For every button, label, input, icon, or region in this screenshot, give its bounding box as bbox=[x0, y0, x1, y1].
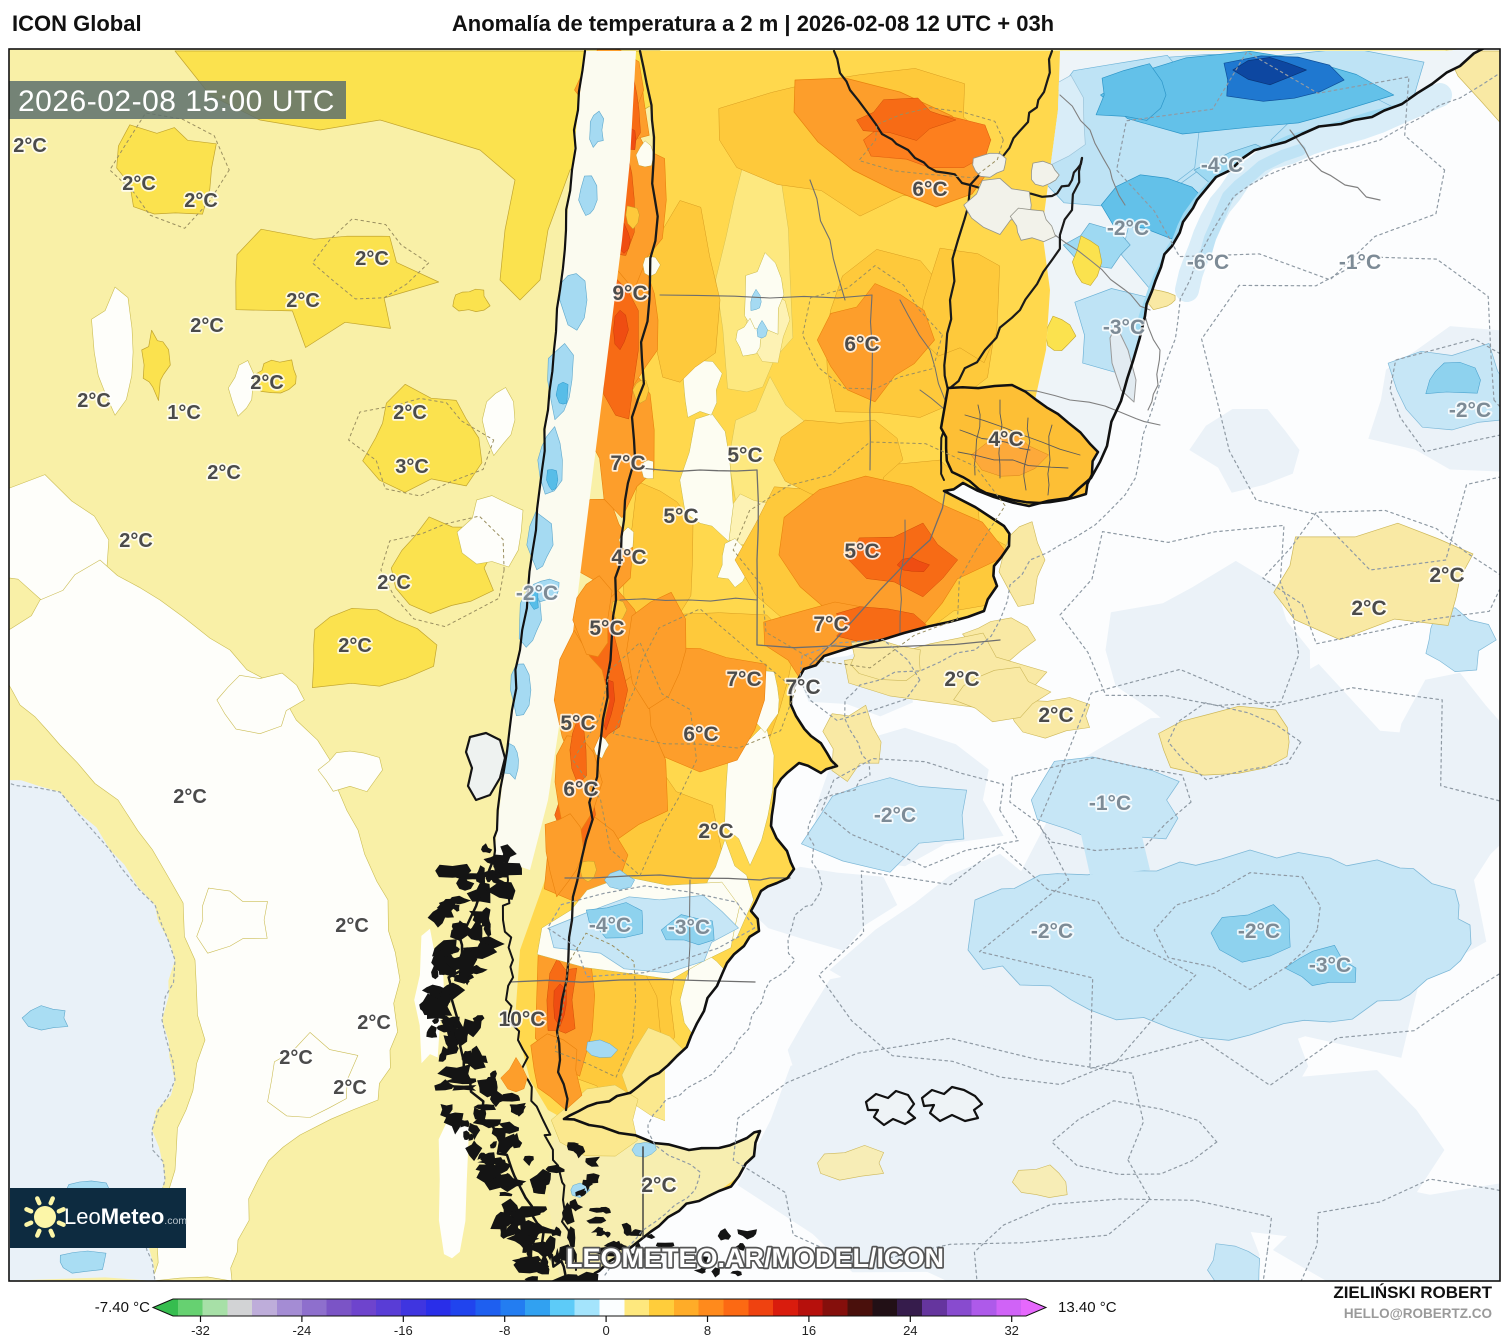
svg-text:2°C: 2°C bbox=[338, 635, 372, 657]
svg-text:-1°C: -1°C bbox=[1089, 792, 1131, 815]
svg-text:-1°C: -1°C bbox=[1339, 251, 1381, 274]
svg-text:-4°C: -4°C bbox=[589, 914, 631, 937]
svg-text:2°C: 2°C bbox=[173, 786, 207, 808]
svg-text:6°C: 6°C bbox=[683, 723, 718, 746]
svg-text:4°C: 4°C bbox=[988, 428, 1023, 451]
svg-text:-2°C: -2°C bbox=[1107, 217, 1149, 240]
svg-text:-2°C: -2°C bbox=[874, 804, 916, 827]
svg-text:2°C: 2°C bbox=[250, 372, 284, 394]
svg-text:2°C: 2°C bbox=[333, 1077, 367, 1099]
svg-text:2026-02-08 15:00 UTC: 2026-02-08 15:00 UTC bbox=[18, 85, 335, 118]
svg-text:2°C: 2°C bbox=[77, 390, 111, 412]
svg-text:2°C: 2°C bbox=[641, 1174, 676, 1197]
svg-text:2°C: 2°C bbox=[190, 315, 224, 337]
svg-text:2°C: 2°C bbox=[357, 1012, 391, 1034]
svg-text:2°C: 2°C bbox=[207, 462, 241, 484]
svg-text:LeoMeteo.com: LeoMeteo.com bbox=[64, 1204, 187, 1229]
svg-text:-3°C: -3°C bbox=[1103, 316, 1145, 339]
svg-text:-3°C: -3°C bbox=[668, 916, 710, 939]
svg-text:-4°C: -4°C bbox=[1201, 154, 1243, 177]
svg-text:2°C: 2°C bbox=[1429, 564, 1464, 587]
svg-text:2°C: 2°C bbox=[1351, 597, 1386, 620]
svg-text:6°C: 6°C bbox=[912, 178, 947, 201]
svg-text:10°C: 10°C bbox=[499, 1008, 546, 1031]
svg-text:13.40 °C: 13.40 °C bbox=[1058, 1299, 1117, 1316]
svg-text:LEOMETEO.AR/MODEL/ICON: LEOMETEO.AR/MODEL/ICON bbox=[566, 1243, 944, 1273]
svg-text:32: 32 bbox=[1004, 1323, 1018, 1338]
svg-text:2°C: 2°C bbox=[184, 190, 218, 212]
svg-text:5°C: 5°C bbox=[844, 540, 879, 563]
svg-text:-24: -24 bbox=[293, 1323, 312, 1338]
svg-text:-2°C: -2°C bbox=[1238, 920, 1280, 943]
svg-text:7°C: 7°C bbox=[726, 668, 761, 691]
svg-text:-7.40 °C: -7.40 °C bbox=[95, 1299, 150, 1316]
svg-text:9°C: 9°C bbox=[612, 282, 647, 305]
svg-text:2°C: 2°C bbox=[335, 915, 369, 937]
svg-text:1°C: 1°C bbox=[167, 402, 201, 424]
svg-text:-6°C: -6°C bbox=[1187, 251, 1229, 274]
svg-text:7°C: 7°C bbox=[785, 676, 820, 699]
svg-text:8: 8 bbox=[704, 1323, 711, 1338]
svg-text:6°C: 6°C bbox=[563, 778, 598, 801]
svg-text:-2°C: -2°C bbox=[516, 582, 558, 605]
svg-text:6°C: 6°C bbox=[844, 333, 879, 356]
svg-text:-2°C: -2°C bbox=[1031, 920, 1073, 943]
svg-text:-32: -32 bbox=[191, 1323, 210, 1338]
svg-text:2°C: 2°C bbox=[286, 290, 320, 312]
svg-text:5°C: 5°C bbox=[663, 505, 698, 528]
svg-text:2°C: 2°C bbox=[1038, 704, 1073, 727]
svg-text:-2°C: -2°C bbox=[1449, 399, 1491, 422]
svg-text:5°C: 5°C bbox=[560, 712, 595, 735]
svg-text:2°C: 2°C bbox=[393, 402, 427, 424]
svg-text:Anomalía de temperatura a 2 m: Anomalía de temperatura a 2 m | 2026-02-… bbox=[452, 11, 1054, 36]
svg-text:2°C: 2°C bbox=[377, 572, 411, 594]
svg-text:2°C: 2°C bbox=[279, 1047, 313, 1069]
svg-text:7°C: 7°C bbox=[610, 452, 645, 475]
svg-text:2°C: 2°C bbox=[355, 248, 389, 270]
svg-text:3°C: 3°C bbox=[395, 456, 429, 478]
svg-text:7°C: 7°C bbox=[813, 613, 848, 636]
svg-text:-3°C: -3°C bbox=[1309, 954, 1351, 977]
svg-text:0: 0 bbox=[602, 1323, 609, 1338]
svg-text:2°C: 2°C bbox=[944, 668, 979, 691]
svg-text:5°C: 5°C bbox=[727, 444, 762, 467]
svg-text:ICON Global: ICON Global bbox=[12, 11, 142, 36]
svg-text:24: 24 bbox=[903, 1323, 917, 1338]
svg-text:2°C: 2°C bbox=[13, 135, 47, 157]
svg-text:2°C: 2°C bbox=[122, 173, 156, 195]
svg-text:-8: -8 bbox=[499, 1323, 511, 1338]
svg-text:4°C: 4°C bbox=[611, 546, 646, 569]
svg-text:5°C: 5°C bbox=[589, 617, 624, 640]
svg-text:HELLO@ROBERTZ.CO: HELLO@ROBERTZ.CO bbox=[1344, 1306, 1492, 1321]
svg-text:ZIELIŃSKI ROBERT: ZIELIŃSKI ROBERT bbox=[1333, 1283, 1492, 1302]
svg-text:2°C: 2°C bbox=[119, 530, 153, 552]
svg-text:-16: -16 bbox=[394, 1323, 413, 1338]
svg-text:2°C: 2°C bbox=[698, 820, 733, 843]
svg-text:16: 16 bbox=[802, 1323, 816, 1338]
